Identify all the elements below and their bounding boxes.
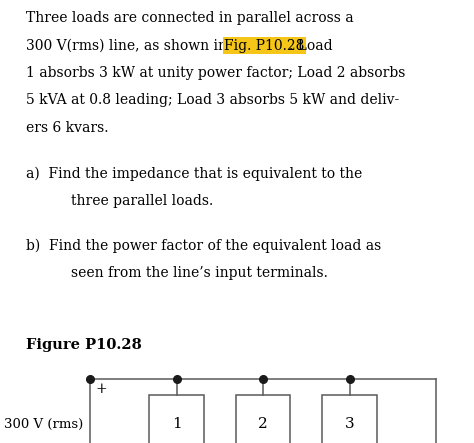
Bar <box>322 395 377 443</box>
Text: Figure P10.28: Figure P10.28 <box>26 338 142 352</box>
Bar <box>236 395 290 443</box>
Text: b)  Find the power factor of the equivalent load as: b) Find the power factor of the equivale… <box>26 239 381 253</box>
Text: . Load: . Load <box>289 39 332 53</box>
Text: three parallel loads.: three parallel loads. <box>71 194 213 208</box>
Text: seen from the line’s input terminals.: seen from the line’s input terminals. <box>71 266 328 280</box>
Bar <box>149 395 204 443</box>
Text: 3: 3 <box>345 417 355 431</box>
Text: a)  Find the impedance that is equivalent to the: a) Find the impedance that is equivalent… <box>26 166 362 180</box>
Text: 5 kVA at 0.8 leading; Load 3 absorbs 5 kW and deliv-: 5 kVA at 0.8 leading; Load 3 absorbs 5 k… <box>26 93 399 108</box>
Text: Three loads are connected in parallel across a: Three loads are connected in parallel ac… <box>26 11 354 25</box>
Text: +: + <box>96 382 108 396</box>
Text: 2: 2 <box>258 417 268 431</box>
Text: 300 V(rms) line, as shown in: 300 V(rms) line, as shown in <box>26 39 231 53</box>
Text: 1 absorbs 3 kW at unity power factor; Load 2 absorbs: 1 absorbs 3 kW at unity power factor; Lo… <box>26 66 405 80</box>
Text: 1: 1 <box>172 417 182 431</box>
Text: Fig. P10.28: Fig. P10.28 <box>224 39 305 53</box>
Text: ers 6 kvars.: ers 6 kvars. <box>26 121 109 135</box>
Text: 300 V (rms): 300 V (rms) <box>4 418 83 431</box>
